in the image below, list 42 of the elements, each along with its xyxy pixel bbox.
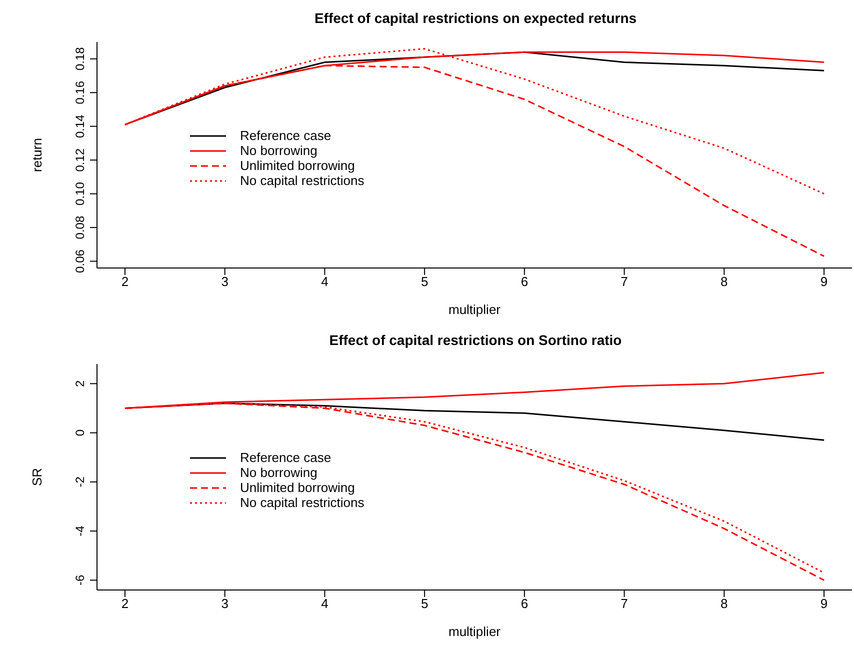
- x-tick-label: 5: [420, 596, 428, 612]
- y-axis-title: SR: [30, 468, 45, 486]
- y-tick-label: 2: [73, 380, 87, 387]
- chart-title: Effect of capital restrictions on expected returns: [313, 10, 638, 26]
- y-tick-label: 0.08: [73, 216, 87, 240]
- y-tick-label: -6: [73, 574, 87, 586]
- chart-title: Effect of capital restrictions on Sortino ratio: [328, 332, 623, 348]
- y-tick-label: 0.12: [73, 148, 87, 172]
- y-tick-label: 0: [73, 429, 87, 436]
- x-tick-label: 5: [420, 274, 428, 290]
- x-tick-label: 7: [620, 596, 628, 612]
- x-axis-title: multiplier: [448, 624, 502, 639]
- x-tick-label: 2: [121, 274, 129, 290]
- x-tick-label: 9: [820, 274, 828, 290]
- x-tick-label: 8: [720, 596, 728, 612]
- y-tick-label: 0.10: [73, 182, 87, 206]
- y-tick-label: -2: [73, 476, 87, 488]
- y-tick-label: -4: [73, 525, 87, 536]
- legend-label: Unlimited borrowing: [240, 158, 355, 173]
- x-tick-label: 9: [820, 596, 828, 612]
- x-tick-label: 3: [221, 596, 228, 612]
- x-axis-title: multiplier: [448, 302, 502, 317]
- legend-label: No capital restrictions: [240, 495, 364, 510]
- y-tick-label: 0.18: [73, 46, 87, 71]
- y-axis-title: return: [30, 138, 45, 172]
- x-tick-label: 2: [121, 596, 129, 612]
- y-tick-label: 0.16: [73, 80, 87, 104]
- x-tick-label: 4: [321, 274, 328, 290]
- legend-label: Reference case: [240, 128, 332, 143]
- y-tick-label: 0.06: [73, 249, 87, 273]
- x-tick-label: 4: [321, 596, 328, 612]
- legend-label: No borrowing: [240, 465, 318, 480]
- x-tick-label: 6: [520, 274, 528, 290]
- legend-label: No borrowing: [240, 143, 318, 158]
- x-tick-label: 7: [620, 274, 628, 290]
- y-tick-label: 0.14: [73, 114, 87, 138]
- legend-label: Reference case: [240, 450, 332, 465]
- legend-label: No capital restrictions: [240, 173, 364, 188]
- x-tick-label: 8: [720, 274, 728, 290]
- x-tick-label: 6: [520, 596, 528, 612]
- x-tick-label: 3: [221, 274, 228, 290]
- legend-label: Unlimited borrowing: [240, 480, 355, 495]
